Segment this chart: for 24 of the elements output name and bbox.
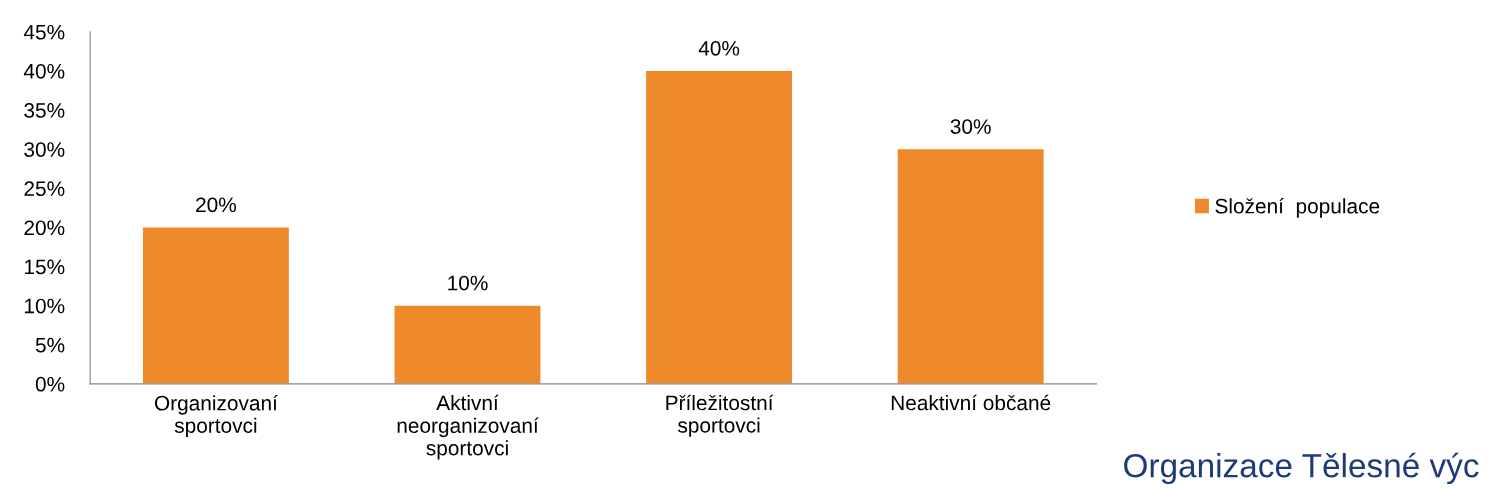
- y-tick-label: 5%: [35, 337, 65, 353]
- text: 40%: [698, 40, 740, 56]
- y-tick-label: 15%: [25, 259, 65, 275]
- y-tick-label: 45%: [23, 24, 65, 40]
- x-tick-label: Aktivní neorganizovaní sportovci: [397, 394, 539, 460]
- text: 20%: [196, 197, 237, 213]
- y-tick-label: 40%: [23, 63, 65, 79]
- x-tick-label: Příležitostní sportovci: [666, 394, 774, 437]
- bar: [897, 149, 1044, 384]
- bar: [646, 70, 793, 384]
- text: 30%: [950, 119, 991, 134]
- y-tick-label: 35%: [24, 103, 65, 118]
- y-tick-label: 0%: [35, 376, 65, 392]
- bar: [394, 305, 541, 384]
- legend-label: Složení populace: [1215, 197, 1380, 218]
- bar: [142, 227, 289, 384]
- y-tick-label: 10%: [25, 298, 65, 314]
- text: Organizace Tělesné výc: [1124, 452, 1479, 485]
- x-tick-label: Organizovaní sportovci: [154, 394, 278, 438]
- y-tick-label: 30%: [24, 142, 65, 157]
- text: 10%: [448, 275, 488, 291]
- y-tick-label: 25%: [24, 181, 65, 197]
- x-tick-label: Neaktivní občané: [891, 394, 1051, 411]
- y-tick-label: 20%: [24, 220, 65, 236]
